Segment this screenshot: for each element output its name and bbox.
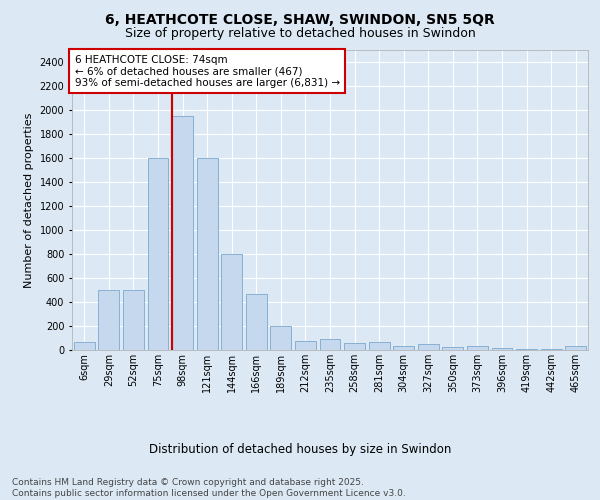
Bar	[565, 346, 586, 350]
Bar	[98, 290, 119, 350]
Bar	[123, 290, 144, 350]
Bar	[491, 348, 512, 350]
Bar	[393, 346, 414, 350]
Bar	[148, 158, 169, 350]
Bar	[74, 342, 95, 350]
Text: Distribution of detached houses by size in Swindon: Distribution of detached houses by size …	[149, 442, 451, 456]
Bar	[320, 338, 340, 350]
Text: 6 HEATHCOTE CLOSE: 74sqm
← 6% of detached houses are smaller (467)
93% of semi-d: 6 HEATHCOTE CLOSE: 74sqm ← 6% of detache…	[74, 54, 340, 88]
Bar	[221, 254, 242, 350]
Bar	[197, 158, 218, 350]
Bar	[516, 349, 537, 350]
Bar	[246, 294, 267, 350]
Text: Size of property relative to detached houses in Swindon: Size of property relative to detached ho…	[125, 28, 475, 40]
Bar	[172, 116, 193, 350]
Bar	[368, 342, 389, 350]
Bar	[467, 346, 488, 350]
Y-axis label: Number of detached properties: Number of detached properties	[24, 112, 34, 288]
Bar	[442, 347, 463, 350]
Bar	[271, 326, 292, 350]
Bar	[418, 344, 439, 350]
Text: Contains HM Land Registry data © Crown copyright and database right 2025.
Contai: Contains HM Land Registry data © Crown c…	[12, 478, 406, 498]
Bar	[344, 344, 365, 350]
Text: 6, HEATHCOTE CLOSE, SHAW, SWINDON, SN5 5QR: 6, HEATHCOTE CLOSE, SHAW, SWINDON, SN5 5…	[105, 12, 495, 26]
Bar	[295, 341, 316, 350]
